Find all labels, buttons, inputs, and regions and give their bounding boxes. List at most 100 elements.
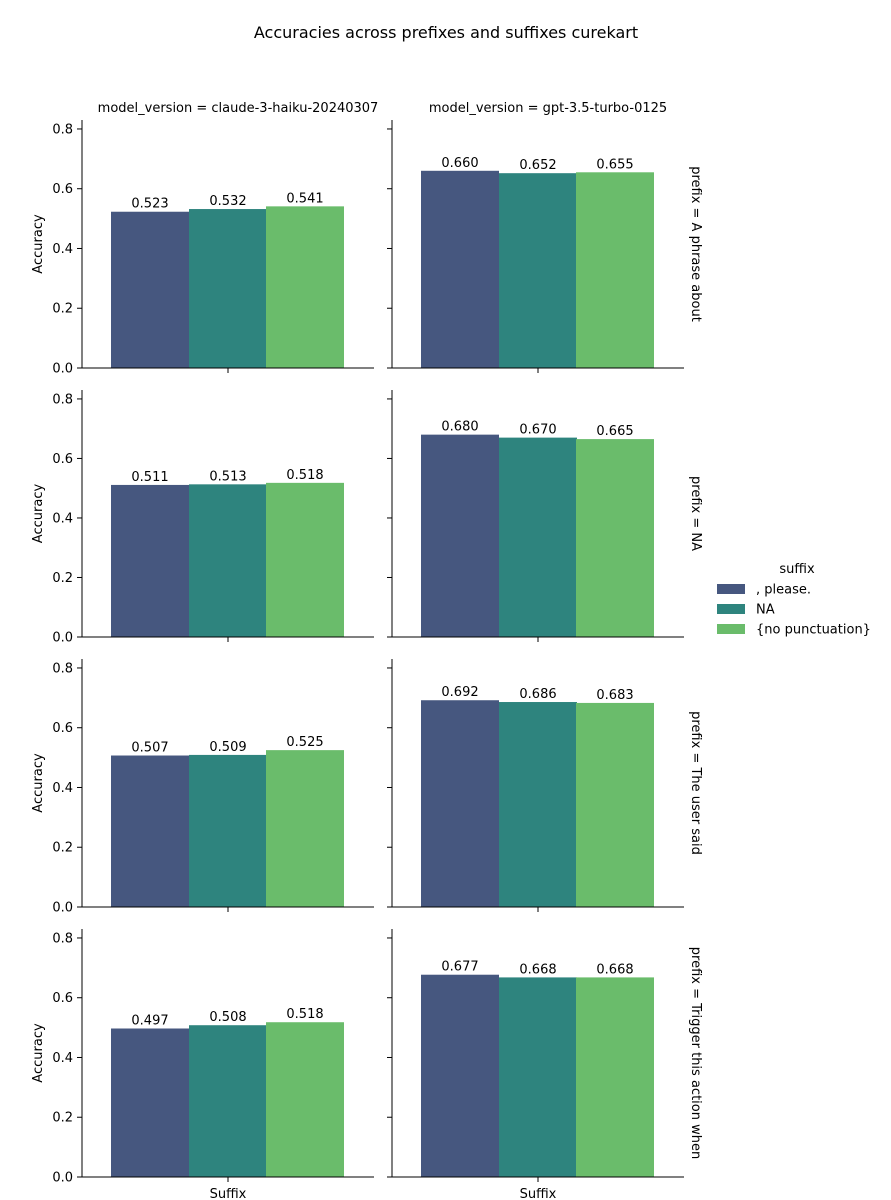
bar-label-r1-c1-2: 0.665 <box>596 424 633 439</box>
bar-r0-c0-0 <box>111 211 189 368</box>
bar-label-r0-c1-0: 0.660 <box>441 156 478 171</box>
y-tick-label: 0.2 <box>52 841 73 856</box>
bar-label-r3-c0-2: 0.518 <box>286 1007 323 1022</box>
bar-label-r1-c0-1: 0.513 <box>209 469 246 484</box>
panel-r2-c0: 0.507 0.509 0.525 0.0 0.2 0.4 0.6 0.8 Accuracy <box>31 659 374 916</box>
bar-label-r2-c1-0: 0.692 <box>441 685 478 700</box>
panel-r3-c0: 0.497 0.508 0.518 0.0 0.2 0.4 0.6 0.8 Accuracy Su… <box>31 929 374 1200</box>
panel-r0-c0: 0.523 0.532 0.541 0.0 0.2 0.4 0.6 0.8 Accuracy mo… <box>31 101 378 377</box>
bar-r2-c0-2 <box>266 750 344 907</box>
legend-item: {no punctuation} <box>717 623 871 638</box>
y-tick-label: 0.2 <box>52 302 73 317</box>
column-title: model_version = gpt-3.5-turbo-0125 <box>429 101 667 116</box>
bar-r3-c0-2 <box>266 1022 344 1177</box>
y-axis-label: Accuracy <box>31 753 46 813</box>
row-title: prefix = A phrase about <box>688 166 703 322</box>
y-tick-label: 0.8 <box>52 661 73 676</box>
row-title: prefix = Trigger this action when <box>688 947 703 1159</box>
y-tick-label: 0.8 <box>52 122 73 137</box>
legend-item: NA <box>717 603 775 618</box>
bar-r2-c1-2 <box>576 702 654 907</box>
y-tick-label: 0.4 <box>52 781 73 796</box>
bar-label-r3-c0-0: 0.497 <box>131 1013 168 1028</box>
panels-layer: 0.523 0.532 0.541 0.0 0.2 0.4 0.6 0.8 Accuracy mo… <box>31 101 703 1200</box>
bar-r3-c1-0 <box>421 974 499 1177</box>
bar-label-r2-c0-0: 0.507 <box>131 741 168 756</box>
bar-r1-c0-2 <box>266 482 344 637</box>
bar-label-r0-c1-1: 0.652 <box>519 158 556 173</box>
bar-r1-c1-2 <box>576 439 654 637</box>
bar-label-r1-c0-2: 0.518 <box>286 468 323 483</box>
legend-label: , please. <box>756 583 811 598</box>
bar-label-r1-c1-1: 0.670 <box>519 423 556 438</box>
bar-label-r2-c1-1: 0.686 <box>519 687 556 702</box>
y-tick-label: 0.6 <box>52 452 73 467</box>
bar-r2-c0-0 <box>111 755 189 907</box>
bar-r1-c0-0 <box>111 484 189 637</box>
y-tick-label: 0.4 <box>52 511 73 526</box>
row-title: prefix = The user said <box>688 711 703 855</box>
bar-label-r1-c1-0: 0.680 <box>441 420 478 435</box>
y-tick-label: 0.8 <box>52 931 73 946</box>
y-tick-label: 0.2 <box>52 1111 73 1126</box>
bar-r0-c1-1 <box>499 173 577 368</box>
y-tick-label: 0.8 <box>52 392 73 407</box>
bar-label-r0-c0-1: 0.532 <box>209 194 246 209</box>
legend-title: suffix <box>779 562 815 577</box>
y-tick-label: 0.0 <box>52 1171 73 1186</box>
bar-label-r3-c0-1: 0.508 <box>209 1010 246 1025</box>
panel-r2-c1: 0.692 0.686 0.683 prefix = The user said <box>387 659 703 912</box>
row-title: prefix = NA <box>688 476 703 551</box>
bar-r1-c1-1 <box>499 437 577 637</box>
y-tick-label: 0.6 <box>52 182 73 197</box>
bar-r3-c1-1 <box>499 977 577 1177</box>
panel-r3-c1: 0.677 0.668 0.668 prefix = Trigger this act… <box>387 929 703 1200</box>
bar-r3-c0-0 <box>111 1028 189 1177</box>
y-tick-label: 0.0 <box>52 901 73 916</box>
legend-item: , please. <box>717 583 811 598</box>
bar-r2-c0-1 <box>189 754 267 907</box>
legend-swatch <box>717 584 745 594</box>
bar-label-r0-c0-2: 0.541 <box>286 191 323 206</box>
bar-r2-c1-1 <box>499 702 577 907</box>
panel-r0-c1: 0.660 0.652 0.655 model_version = gpt-3.5-t… <box>387 101 703 373</box>
bar-r1-c1-0 <box>421 434 499 637</box>
bar-label-r2-c1-2: 0.683 <box>596 688 633 703</box>
bar-label-r3-c1-0: 0.677 <box>441 960 478 975</box>
bar-label-r1-c0-0: 0.511 <box>131 470 168 485</box>
x-axis-label: Suffix <box>210 1187 247 1200</box>
legend-label: NA <box>756 603 775 618</box>
bar-label-r0-c0-0: 0.523 <box>131 197 168 212</box>
bar-r1-c0-1 <box>189 484 267 637</box>
y-tick-label: 0.6 <box>52 721 73 736</box>
bar-r0-c1-2 <box>576 172 654 368</box>
y-tick-label: 0.4 <box>52 242 73 257</box>
chart-title: Accuracies across prefixes and suffixes … <box>254 23 638 42</box>
bar-r0-c1-0 <box>421 170 499 368</box>
y-axis-label: Accuracy <box>31 1023 46 1083</box>
y-axis-label: Accuracy <box>31 214 46 274</box>
legend: suffix , please. NA {no punctuation} <box>717 562 871 638</box>
y-tick-label: 0.0 <box>52 362 73 377</box>
legend-swatch <box>717 624 745 634</box>
y-tick-label: 0.4 <box>52 1051 73 1066</box>
y-tick-label: 0.0 <box>52 631 73 646</box>
legend-label: {no punctuation} <box>756 623 871 638</box>
y-axis-label: Accuracy <box>31 484 46 544</box>
legend-swatch <box>717 604 745 614</box>
bar-label-r0-c1-2: 0.655 <box>596 157 633 172</box>
bar-r2-c1-0 <box>421 700 499 907</box>
bar-label-r2-c0-2: 0.525 <box>286 735 323 750</box>
x-axis-label: Suffix <box>520 1187 557 1200</box>
panel-r1-c0: 0.511 0.513 0.518 0.0 0.2 0.4 0.6 0.8 Accuracy <box>31 390 374 646</box>
bar-r3-c0-1 <box>189 1025 267 1177</box>
bar-r3-c1-2 <box>576 977 654 1177</box>
y-tick-label: 0.2 <box>52 571 73 586</box>
bar-r0-c0-2 <box>266 206 344 368</box>
bar-r0-c0-1 <box>189 209 267 368</box>
bar-label-r3-c1-2: 0.668 <box>596 962 633 977</box>
y-tick-label: 0.6 <box>52 991 73 1006</box>
bar-label-r3-c1-1: 0.668 <box>519 962 556 977</box>
panel-r1-c1: 0.680 0.670 0.665 prefix = NA <box>387 390 703 642</box>
